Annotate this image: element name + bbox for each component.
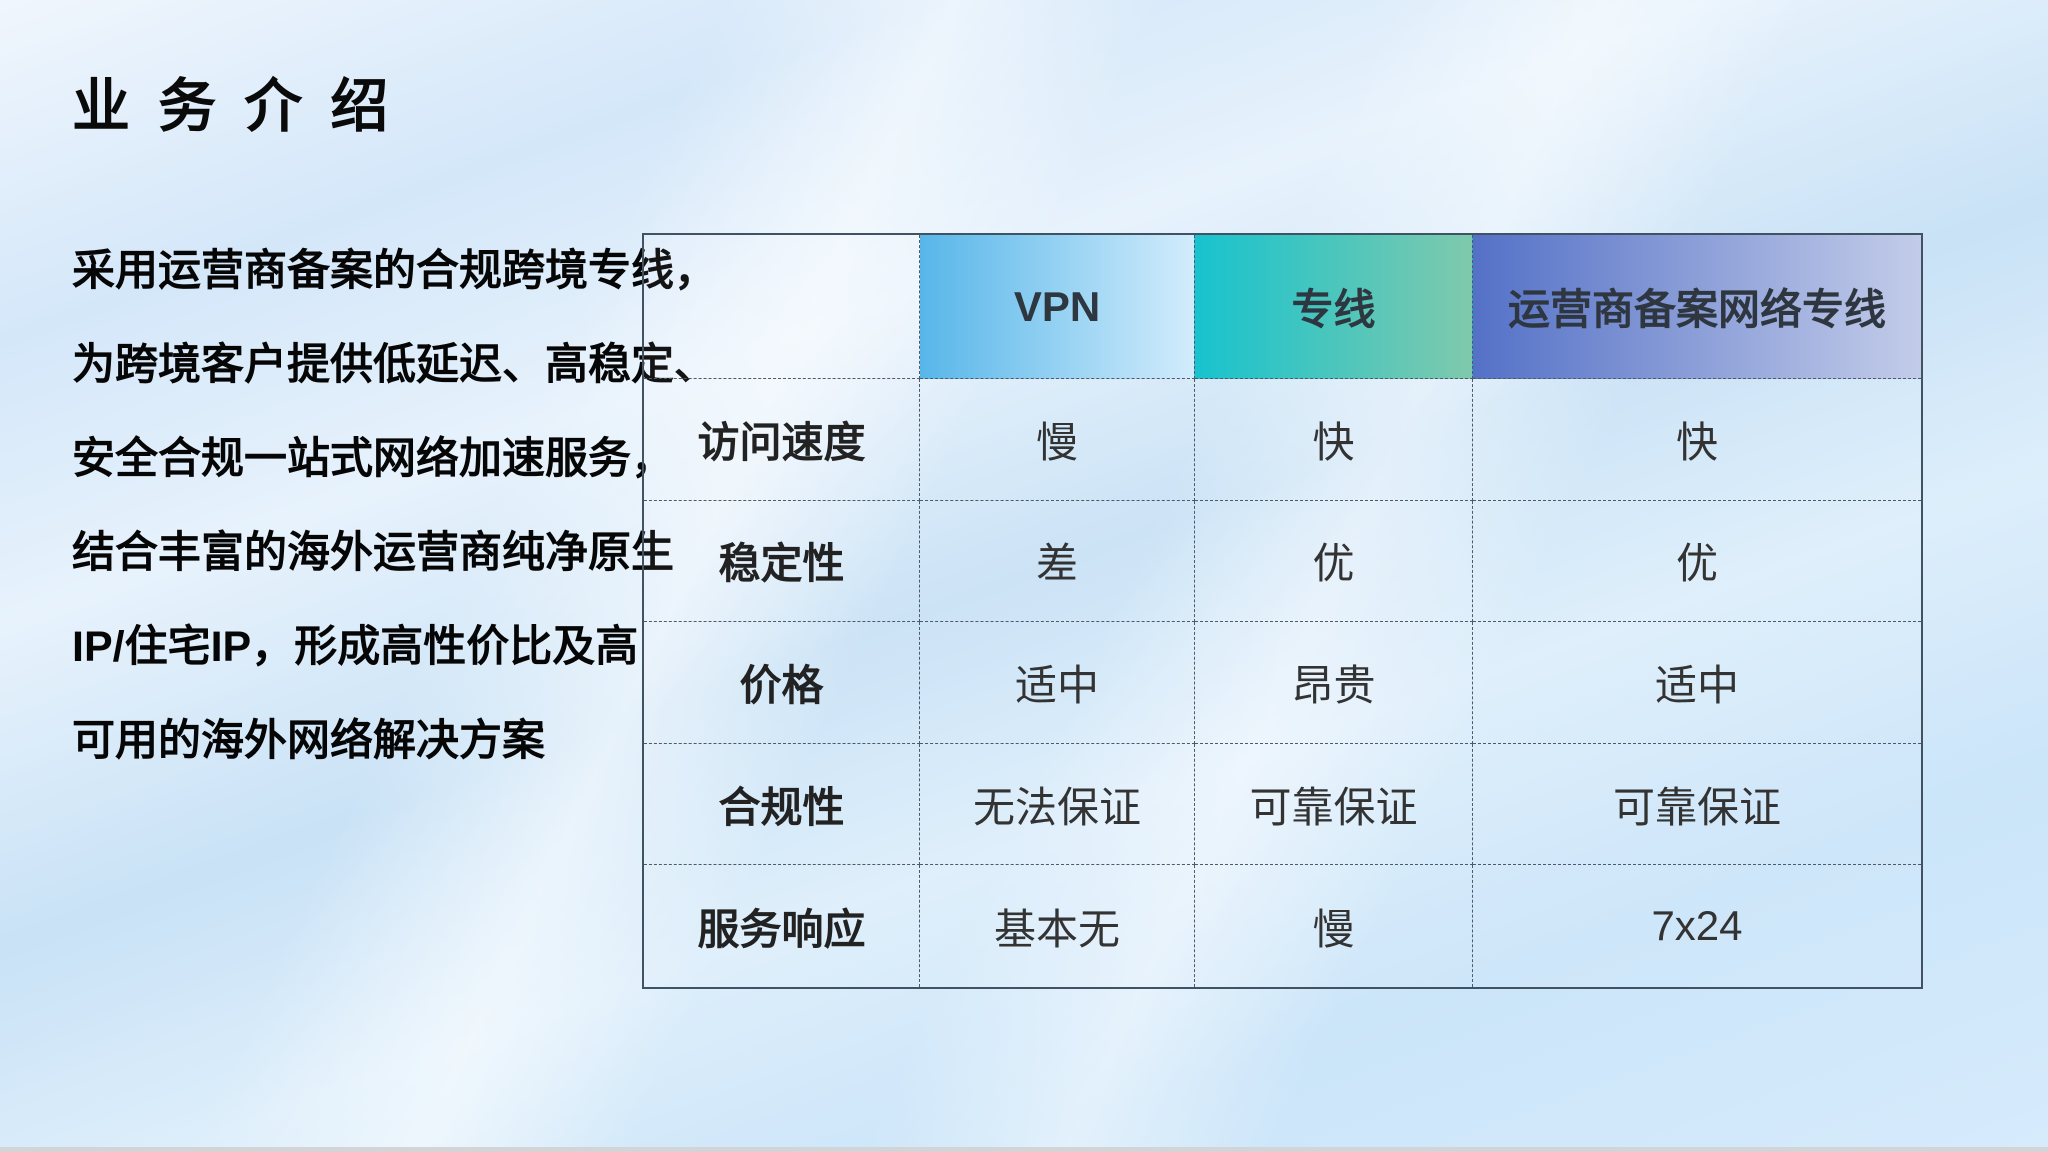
cell-compliance-vpn: 无法保证 <box>920 743 1195 866</box>
cell-compliance-dedicated: 可靠保证 <box>1195 743 1473 866</box>
cell-price-dedicated: 昂贵 <box>1195 622 1473 744</box>
intro-line: 安全合规一站式网络加速服务， <box>72 435 674 483</box>
column-header-vpn: VPN <box>920 235 1195 379</box>
cell-stability-vpn: 差 <box>920 500 1195 623</box>
intro-line: 采用运营商备案的合规跨境专线， <box>72 247 717 295</box>
column-header-carrier-line: 运营商备案网络专线 <box>1473 235 1921 379</box>
comparison-table: VPN 专线 运营商备案网络专线 访问速度 慢 快 快 稳定性 差 优 优 价格… <box>642 233 1923 989</box>
row-label-response: 服务响应 <box>644 865 920 987</box>
cell-stability-carrier: 优 <box>1473 501 1921 623</box>
cell-price-vpn: 适中 <box>920 622 1195 744</box>
column-header-dedicated-line: 专线 <box>1195 235 1473 379</box>
row-label-stability: 稳定性 <box>644 500 920 623</box>
table-corner-cell <box>644 235 920 379</box>
intro-line: 为跨境客户提供低延迟、高稳定、 <box>72 341 717 389</box>
intro-paragraph: 采用运营商备案的合规跨境专线， 为跨境客户提供低延迟、高稳定、 安全合规一站式网… <box>72 224 717 788</box>
cell-response-carrier: 7x24 <box>1651 902 1743 950</box>
row-label-speed: 访问速度 <box>644 379 920 501</box>
cell-speed-dedicated: 快 <box>1195 379 1473 501</box>
cell-price-carrier: 适中 <box>1473 622 1921 744</box>
intro-line: IP/住宅IP，形成高性价比及高 <box>72 623 639 671</box>
row-label-price: 价格 <box>644 622 920 744</box>
intro-line: 结合丰富的海外运营商纯净原生 <box>72 529 674 577</box>
cell-compliance-carrier: 可靠保证 <box>1473 744 1921 866</box>
cell-response-dedicated: 慢 <box>1195 865 1473 987</box>
screen-bottom-edge <box>0 1147 2048 1152</box>
cell-speed-vpn: 慢 <box>920 379 1195 501</box>
cell-stability-dedicated: 优 <box>1195 500 1473 623</box>
page-title: 业 务 介 绍 <box>72 74 395 139</box>
cell-speed-carrier: 快 <box>1473 379 1921 501</box>
row-label-compliance: 合规性 <box>644 743 920 866</box>
intro-line: 可用的海外网络解决方案 <box>72 717 545 765</box>
cell-response-vpn: 基本无 <box>920 865 1195 987</box>
